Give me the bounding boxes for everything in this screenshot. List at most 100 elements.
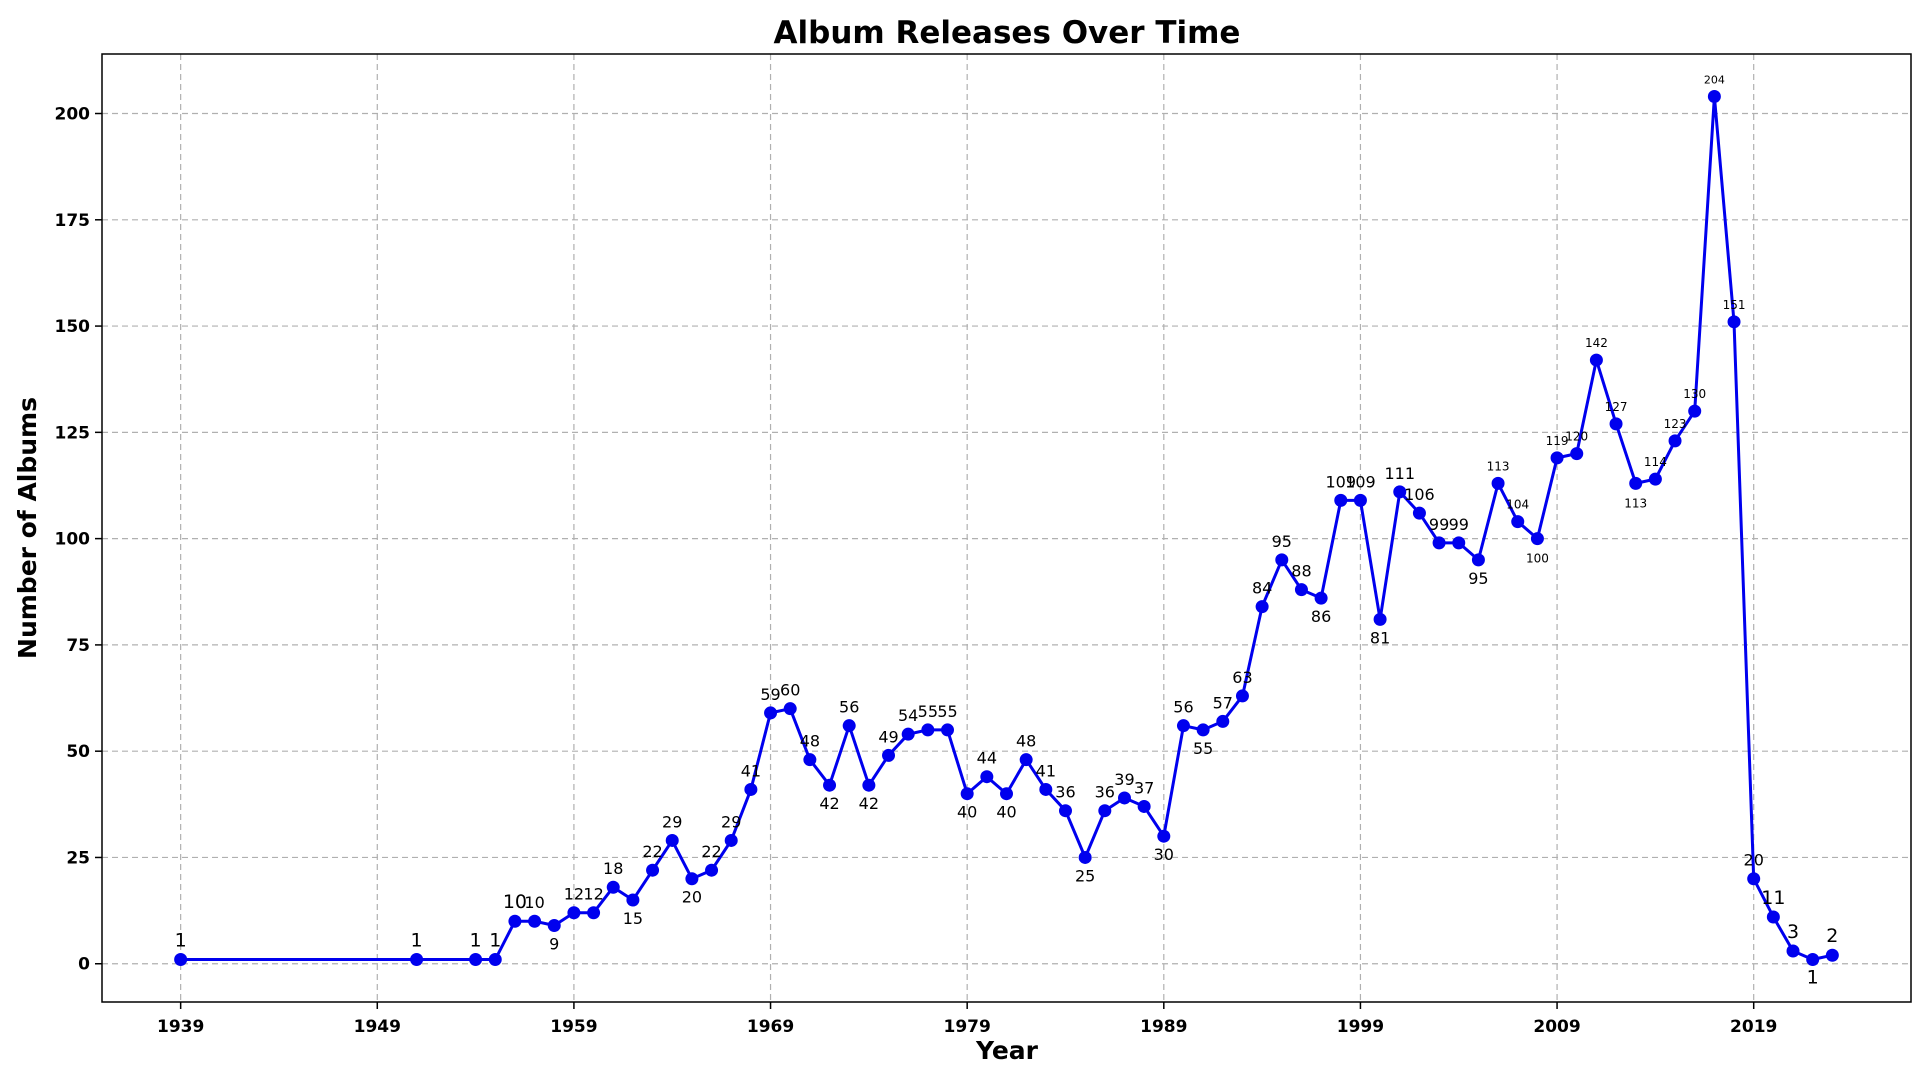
data-label: 3 (1787, 921, 1799, 943)
data-point (488, 952, 502, 966)
data-point (1275, 553, 1289, 567)
data-label: 20 (682, 888, 702, 907)
data-point (1412, 506, 1426, 520)
data-label: 1 (489, 929, 501, 951)
data-label: 55 (918, 702, 938, 721)
data-point (1491, 476, 1505, 490)
y-tick-label: 0 (78, 955, 90, 975)
data-point (744, 782, 758, 796)
data-point (1570, 447, 1584, 461)
data-point (1255, 600, 1269, 614)
data-label: 56 (1173, 698, 1193, 717)
data-label: 113 (1487, 459, 1510, 473)
data-label: 114 (1644, 455, 1667, 469)
data-point (646, 863, 660, 877)
chart-title: Album Releases Over Time (774, 15, 1241, 51)
data-point (1786, 944, 1800, 958)
data-label: 10 (524, 893, 544, 912)
data-label: 57 (1213, 693, 1233, 712)
data-label: 81 (1370, 628, 1390, 647)
data-point (1688, 404, 1702, 418)
data-label: 48 (1016, 732, 1036, 751)
data-point (1511, 515, 1525, 529)
data-point (705, 863, 719, 877)
data-label: 44 (977, 749, 997, 768)
x-tick-label: 1959 (550, 1017, 597, 1037)
data-label: 55 (1193, 739, 1213, 758)
data-point (1806, 952, 1820, 966)
data-label: 142 (1585, 336, 1608, 350)
data-point (921, 723, 935, 737)
data-label: 99 (1449, 515, 1469, 534)
data-point (1294, 583, 1308, 597)
data-point (1707, 90, 1721, 104)
data-point (1137, 799, 1151, 813)
data-point (1216, 714, 1230, 728)
data-label: 29 (721, 812, 741, 831)
y-tick-label: 25 (66, 848, 90, 868)
data-label: 41 (741, 761, 761, 780)
y-tick-label: 125 (55, 423, 91, 443)
data-label: 9 (549, 934, 559, 953)
data-point (1176, 719, 1190, 733)
data-point (626, 893, 640, 907)
data-label: 60 (780, 681, 800, 700)
data-point (1334, 493, 1348, 507)
data-label: 48 (800, 732, 820, 751)
data-point (1314, 591, 1328, 605)
x-tick-label: 1939 (157, 1017, 204, 1037)
x-axis-label: Year (975, 1036, 1039, 1065)
y-tick-label: 100 (55, 530, 91, 550)
data-label: 123 (1664, 417, 1687, 431)
data-point (567, 906, 581, 920)
data-point (803, 753, 817, 767)
data-point (882, 748, 896, 762)
data-point (1530, 532, 1544, 546)
data-label: 29 (662, 812, 682, 831)
data-label: 100 (1526, 552, 1549, 566)
data-point (1078, 850, 1092, 864)
data-label: 127 (1605, 400, 1628, 414)
data-point (764, 706, 778, 720)
data-point (1747, 872, 1761, 886)
data-label: 22 (701, 842, 721, 861)
data-point (980, 770, 994, 784)
data-point (1393, 485, 1407, 499)
y-tick-label: 200 (55, 105, 91, 125)
data-label: 10 (503, 891, 527, 913)
gridlines (102, 54, 1911, 1002)
data-label: 39 (1114, 770, 1134, 789)
data-label: 130 (1683, 387, 1706, 401)
y-tick-label: 50 (66, 742, 90, 762)
data-point (842, 719, 856, 733)
x-tick-label: 1979 (944, 1017, 991, 1037)
data-label: 12 (564, 885, 584, 904)
data-label: 95 (1272, 532, 1292, 551)
data-point (1019, 753, 1033, 767)
data-label: 204 (1704, 74, 1725, 87)
data-label: 15 (623, 909, 643, 928)
data-point (941, 723, 955, 737)
data-point (783, 702, 797, 716)
data-label: 1 (1807, 966, 1819, 988)
data-label: 119 (1546, 434, 1569, 448)
data-label: 49 (878, 727, 898, 746)
data-point (1452, 536, 1466, 550)
data-point (1589, 353, 1603, 367)
data-label: 99 (1429, 515, 1449, 534)
data-label: 104 (1506, 498, 1529, 512)
data-label: 151 (1723, 298, 1746, 312)
data-label: 55 (937, 702, 957, 721)
data-label: 95 (1468, 569, 1488, 588)
x-tick-label: 2019 (1730, 1017, 1777, 1037)
x-tick-label: 1949 (354, 1017, 401, 1037)
data-point (1196, 723, 1210, 737)
data-label: 12 (583, 885, 603, 904)
data-label: 113 (1624, 496, 1647, 510)
data-point (960, 787, 974, 801)
x-tick-label: 1969 (747, 1017, 794, 1037)
data-point (1629, 476, 1643, 490)
data-point (508, 914, 522, 928)
